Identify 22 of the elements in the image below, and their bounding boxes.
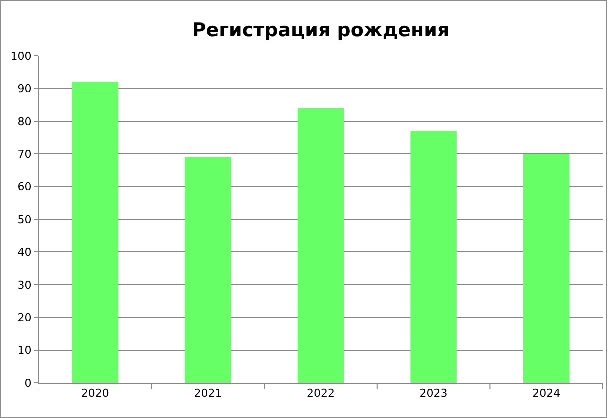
x-tick-label: 2022 xyxy=(307,387,335,400)
y-tick-label: 0 xyxy=(24,376,32,390)
chart-title: Регистрация рождения xyxy=(192,20,450,42)
y-tick-label: 60 xyxy=(18,180,32,194)
y-tick-label: 40 xyxy=(18,246,32,260)
x-tick-label: 2021 xyxy=(194,387,222,400)
y-tick-label: 100 xyxy=(10,50,32,63)
x-tick-label: 2020 xyxy=(81,387,110,400)
y-tick-label: 30 xyxy=(18,278,32,292)
bar xyxy=(185,157,232,383)
bar xyxy=(410,131,457,383)
y-tick-label: 70 xyxy=(18,148,32,161)
bar xyxy=(298,108,344,383)
bar xyxy=(72,82,119,383)
y-tick-label: 20 xyxy=(18,311,32,324)
y-tick-label: 90 xyxy=(18,82,32,96)
x-tick-label: 2023 xyxy=(420,387,448,400)
y-tick-label: 80 xyxy=(18,115,32,128)
y-tick-label: 50 xyxy=(18,213,32,226)
y-tick-label: 10 xyxy=(18,344,32,358)
x-tick-label: 2024 xyxy=(532,387,561,400)
bar xyxy=(523,154,570,383)
